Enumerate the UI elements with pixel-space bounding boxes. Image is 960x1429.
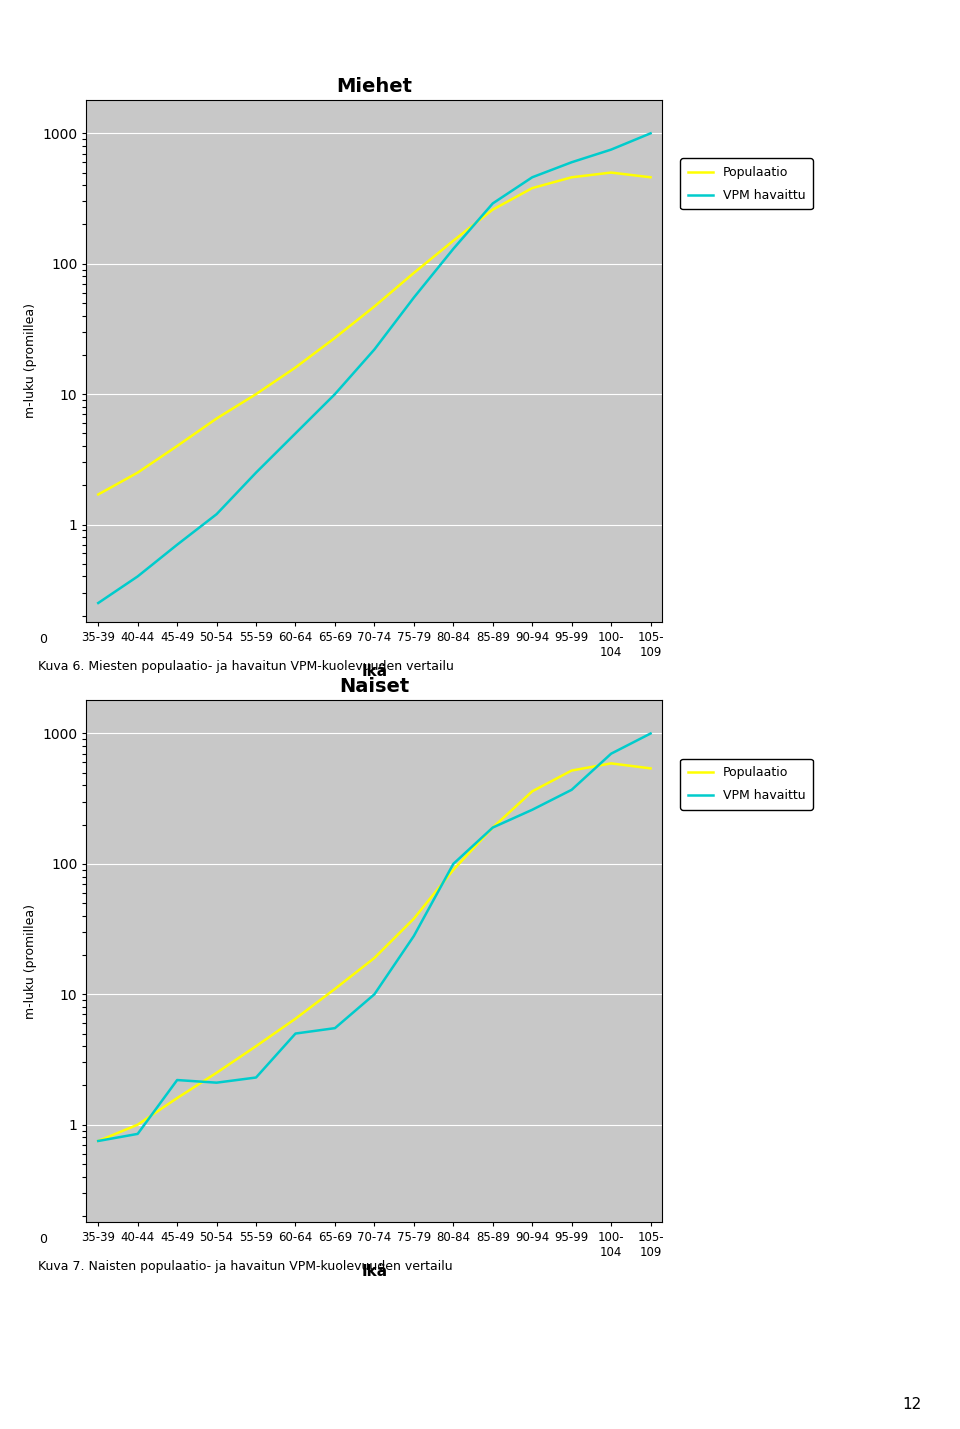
Line: Populaatio: Populaatio	[98, 173, 651, 494]
Y-axis label: m-luku (promillea): m-luku (promillea)	[24, 303, 36, 419]
Title: Naiset: Naiset	[339, 677, 410, 696]
Populaatio	[92, 486, 104, 503]
Text: 0: 0	[39, 1233, 47, 1246]
Legend: Populaatio, VPM havaittu: Populaatio, VPM havaittu	[681, 759, 813, 810]
Line: VPM havaittu: VPM havaittu	[98, 133, 651, 603]
VPM havaittu	[408, 289, 420, 306]
Populaatio	[132, 1116, 143, 1133]
VPM havaittu	[565, 782, 577, 799]
Populaatio	[606, 164, 617, 181]
Populaatio	[645, 169, 657, 186]
VPM havaittu	[606, 141, 617, 159]
VPM havaittu	[290, 1025, 301, 1042]
VPM havaittu	[645, 725, 657, 742]
VPM havaittu	[645, 124, 657, 141]
Text: Kuva 6. Miesten populaatio- ja havaitun VPM-kuolevuuden vertailu: Kuva 6. Miesten populaatio- ja havaitun …	[38, 660, 454, 673]
VPM havaittu	[211, 506, 223, 523]
VPM havaittu	[211, 1075, 223, 1092]
VPM havaittu	[487, 194, 498, 211]
VPM havaittu	[606, 745, 617, 762]
Populaatio	[290, 1010, 301, 1027]
VPM havaittu	[487, 819, 498, 836]
Text: Kuva 7. Naisten populaatio- ja havaitun VPM-kuolevuuden vertailu: Kuva 7. Naisten populaatio- ja havaitun …	[38, 1260, 453, 1273]
Populaatio	[92, 1132, 104, 1149]
Title: Miehet: Miehet	[336, 77, 413, 96]
Y-axis label: m-luku (promillea): m-luku (promillea)	[24, 903, 36, 1019]
X-axis label: Ikä: Ikä	[361, 1265, 388, 1279]
VPM havaittu	[526, 802, 538, 819]
Populaatio	[329, 980, 341, 997]
VPM havaittu	[251, 1069, 262, 1086]
VPM havaittu	[251, 464, 262, 482]
Populaatio	[329, 329, 341, 346]
Populaatio	[487, 819, 498, 836]
Populaatio	[408, 910, 420, 927]
Populaatio	[487, 201, 498, 219]
Populaatio	[290, 359, 301, 376]
VPM havaittu	[172, 536, 183, 553]
VPM havaittu	[329, 386, 341, 403]
VPM havaittu	[369, 986, 380, 1003]
Populaatio	[172, 1089, 183, 1106]
Legend: Populaatio, VPM havaittu: Populaatio, VPM havaittu	[681, 159, 813, 210]
VPM havaittu	[132, 567, 143, 584]
Populaatio	[251, 1037, 262, 1055]
Populaatio	[132, 464, 143, 482]
Populaatio	[447, 862, 459, 879]
Populaatio	[369, 297, 380, 314]
Populaatio	[172, 437, 183, 454]
Populaatio	[526, 180, 538, 197]
Populaatio	[447, 231, 459, 249]
VPM havaittu	[526, 169, 538, 186]
Line: Populaatio: Populaatio	[98, 763, 651, 1140]
VPM havaittu	[447, 856, 459, 873]
Populaatio	[606, 755, 617, 772]
Populaatio	[211, 1065, 223, 1082]
VPM havaittu	[408, 927, 420, 945]
VPM havaittu	[447, 240, 459, 257]
VPM havaittu	[92, 594, 104, 612]
VPM havaittu	[92, 1132, 104, 1149]
VPM havaittu	[290, 424, 301, 442]
Populaatio	[645, 760, 657, 777]
Populaatio	[526, 783, 538, 800]
X-axis label: Ikä: Ikä	[361, 664, 388, 679]
VPM havaittu	[132, 1125, 143, 1142]
VPM havaittu	[369, 342, 380, 359]
VPM havaittu	[329, 1019, 341, 1036]
Text: 0: 0	[39, 633, 47, 646]
Populaatio	[565, 762, 577, 779]
Populaatio	[251, 386, 262, 403]
Populaatio	[369, 949, 380, 966]
Text: 12: 12	[902, 1398, 922, 1412]
Populaatio	[408, 264, 420, 282]
Line: VPM havaittu: VPM havaittu	[98, 733, 651, 1140]
Populaatio	[211, 410, 223, 427]
VPM havaittu	[172, 1072, 183, 1089]
VPM havaittu	[565, 154, 577, 171]
Populaatio	[565, 169, 577, 186]
